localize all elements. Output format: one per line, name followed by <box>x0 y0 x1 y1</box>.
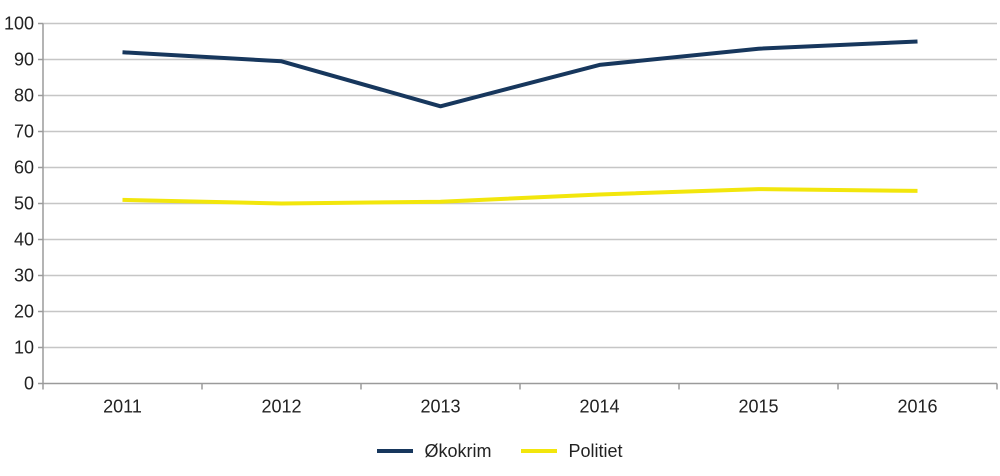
x-tick-label: 2015 <box>738 397 778 417</box>
y-tick-label: 0 <box>24 374 34 394</box>
y-tick-label: 60 <box>14 158 34 178</box>
y-tick-label: 100 <box>4 14 34 34</box>
x-tick-label: 2014 <box>579 397 619 417</box>
legend-label-politiet: Politiet <box>568 440 623 461</box>
y-tick-label: 80 <box>14 86 34 106</box>
chart-legend: Økokrim Politiet <box>0 426 1000 476</box>
legend-item-politiet: Politiet <box>521 440 623 462</box>
x-tick-label: 2012 <box>261 397 301 417</box>
y-tick-label: 10 <box>14 338 34 358</box>
chart-plot-area: 0 10 20 30 40 50 60 70 80 90 100 2011 2012 2013 2014 20… <box>4 14 998 417</box>
legend-item-okokrim: Økokrim <box>377 441 491 462</box>
y-tick-label: 70 <box>14 122 34 142</box>
x-tick-label: 2013 <box>420 397 460 417</box>
y-tick-label: 40 <box>14 230 34 250</box>
x-tick-label: 2016 <box>897 397 937 417</box>
y-tick-label: 90 <box>14 50 34 70</box>
series-line-0 <box>122 39 918 109</box>
legend-swatch-okokrim <box>377 449 414 453</box>
y-tick-label: 20 <box>14 302 34 322</box>
y-tick-label: 30 <box>14 266 34 286</box>
x-tick-label: 2011 <box>103 397 142 417</box>
y-tick-label: 50 <box>14 194 34 214</box>
series-line-1 <box>122 187 918 206</box>
legend-label-okokrim: Økokrim <box>424 440 492 461</box>
legend-swatch-politiet <box>521 449 558 453</box>
